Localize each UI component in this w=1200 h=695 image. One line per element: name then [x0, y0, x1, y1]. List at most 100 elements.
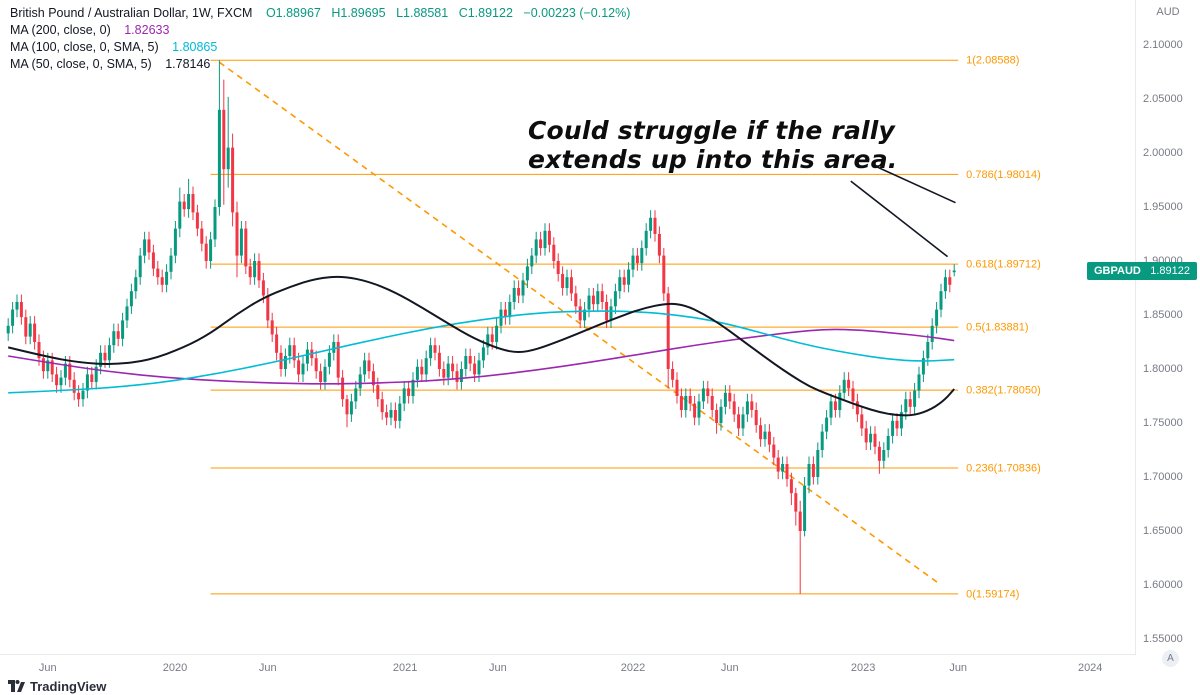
symbol-legend-row[interactable]: British Pound / Australian Dollar, 1W, F…	[10, 5, 637, 22]
annotation-line-2: extends up into this area.	[528, 145, 898, 174]
candle-body	[217, 109, 221, 207]
ma100-line	[8, 310, 955, 394]
chart-legend: British Pound / Australian Dollar, 1W, F…	[10, 5, 637, 73]
candle-body	[864, 428, 868, 443]
ma200-line	[8, 328, 955, 385]
candle-body	[842, 379, 846, 393]
annotation-text[interactable]: Could struggle if the rally extends up i…	[528, 116, 897, 174]
candle-body	[121, 320, 125, 339]
price-tick-label: 1.60000	[1143, 579, 1183, 591]
ma-50-legend-row[interactable]: MA (50, close, 0, SMA, 5) 1.78146	[10, 56, 637, 73]
candle-body	[393, 410, 397, 421]
candle-body	[134, 277, 138, 292]
candle-body	[327, 352, 331, 367]
candle-body	[301, 363, 305, 375]
candle-body	[297, 360, 301, 375]
candle-body	[477, 360, 481, 375]
candle-body	[332, 342, 336, 353]
price-tick-label: 1.55000	[1143, 633, 1183, 645]
candle-body	[807, 464, 811, 486]
candle-body	[697, 401, 701, 418]
candle-body	[28, 323, 32, 337]
candle-body	[926, 342, 930, 359]
candle-body	[59, 377, 63, 386]
candle-body	[798, 511, 802, 531]
annotation-pointer-line[interactable]	[850, 180, 949, 258]
time-tick-label: Jun	[489, 662, 507, 674]
candle-body	[125, 306, 129, 321]
candle-body	[37, 342, 41, 359]
candle-body	[574, 293, 578, 307]
candle-body	[512, 288, 516, 302]
candle-body	[341, 377, 345, 400]
candle-body	[24, 317, 28, 337]
candle-body	[530, 255, 534, 267]
footer: TradingView	[8, 677, 106, 695]
candle-body	[85, 374, 89, 391]
ma-200-label: MA (200, close, 0)	[10, 23, 111, 37]
candle-body	[609, 306, 613, 321]
candle-body	[305, 349, 309, 364]
time-tick-label: 2021	[392, 662, 418, 674]
candle-body	[943, 277, 947, 292]
candle-body	[402, 388, 406, 404]
candle-body	[847, 379, 851, 389]
candle-body	[433, 345, 437, 353]
candle-body	[459, 369, 463, 382]
fib-level-label: 1(2.08588)	[966, 55, 1019, 67]
candle-body	[679, 396, 683, 410]
candle-body	[803, 485, 807, 531]
candle-body	[556, 261, 560, 274]
price-axis[interactable]: 2.100002.050002.000001.950001.900001.850…	[1136, 0, 1200, 655]
candle-body	[116, 331, 120, 339]
price-tick-label: 1.65000	[1143, 525, 1183, 537]
ma-100-value: 1.80865	[172, 40, 218, 54]
candle-body	[732, 401, 736, 415]
candle-body	[204, 243, 208, 261]
ma50-line	[7, 275, 955, 417]
low-value: L1.88581	[396, 6, 449, 20]
candle-body	[81, 390, 85, 400]
candle-body	[508, 302, 512, 318]
candle-body	[363, 360, 367, 375]
auto-scale-button[interactable]: A	[1162, 650, 1179, 667]
annotation-pointer-line[interactable]	[876, 166, 956, 204]
candle-body	[68, 363, 72, 380]
candle-body	[420, 366, 424, 375]
candle-body	[55, 374, 59, 386]
candle-body	[41, 358, 45, 372]
candle-body	[635, 255, 639, 264]
badge-price: 1.89122	[1150, 264, 1190, 277]
candle-body	[882, 450, 886, 461]
ma-100-legend-row[interactable]: MA (100, close, 0, SMA, 5) 1.80865	[10, 39, 637, 56]
candle-body	[248, 266, 252, 278]
candle-body	[561, 274, 565, 288]
candle-body	[319, 371, 323, 382]
tradingview-logo-icon	[8, 680, 25, 692]
candlestick-series	[6, 60, 956, 594]
ma-200-legend-row[interactable]: MA (200, close, 0) 1.82633	[10, 22, 637, 39]
candle-body	[336, 342, 340, 378]
symbol-title: British Pound / Australian Dollar, 1W, F…	[10, 6, 253, 20]
candle-body	[904, 399, 908, 413]
price-tick-label: 1.95000	[1143, 201, 1183, 213]
candle-body	[693, 403, 697, 418]
fib-retracement[interactable]: 1(2.08588) 0.786(1.98014) 0.618(1.89712) 0.…	[210, 55, 1041, 601]
candle-body	[481, 347, 485, 361]
candle-body	[275, 334, 279, 353]
candle-body	[763, 431, 767, 440]
fib-level-label: 0.5(1.83881)	[966, 322, 1028, 334]
tradingview-logo-text[interactable]: TradingView	[30, 678, 107, 694]
candle-body	[371, 371, 375, 386]
candle-body	[389, 410, 393, 418]
candle-body	[600, 291, 604, 302]
time-axis[interactable]: Jun 2020 Jun 2021 Jun 2022 Jun 2023 Jun 2024	[0, 655, 1200, 679]
candle-body	[77, 392, 81, 400]
candle-body	[873, 433, 877, 447]
candle-body	[583, 309, 587, 321]
candle-body	[728, 392, 732, 402]
candle-body	[675, 379, 679, 396]
candle-body	[745, 401, 749, 415]
